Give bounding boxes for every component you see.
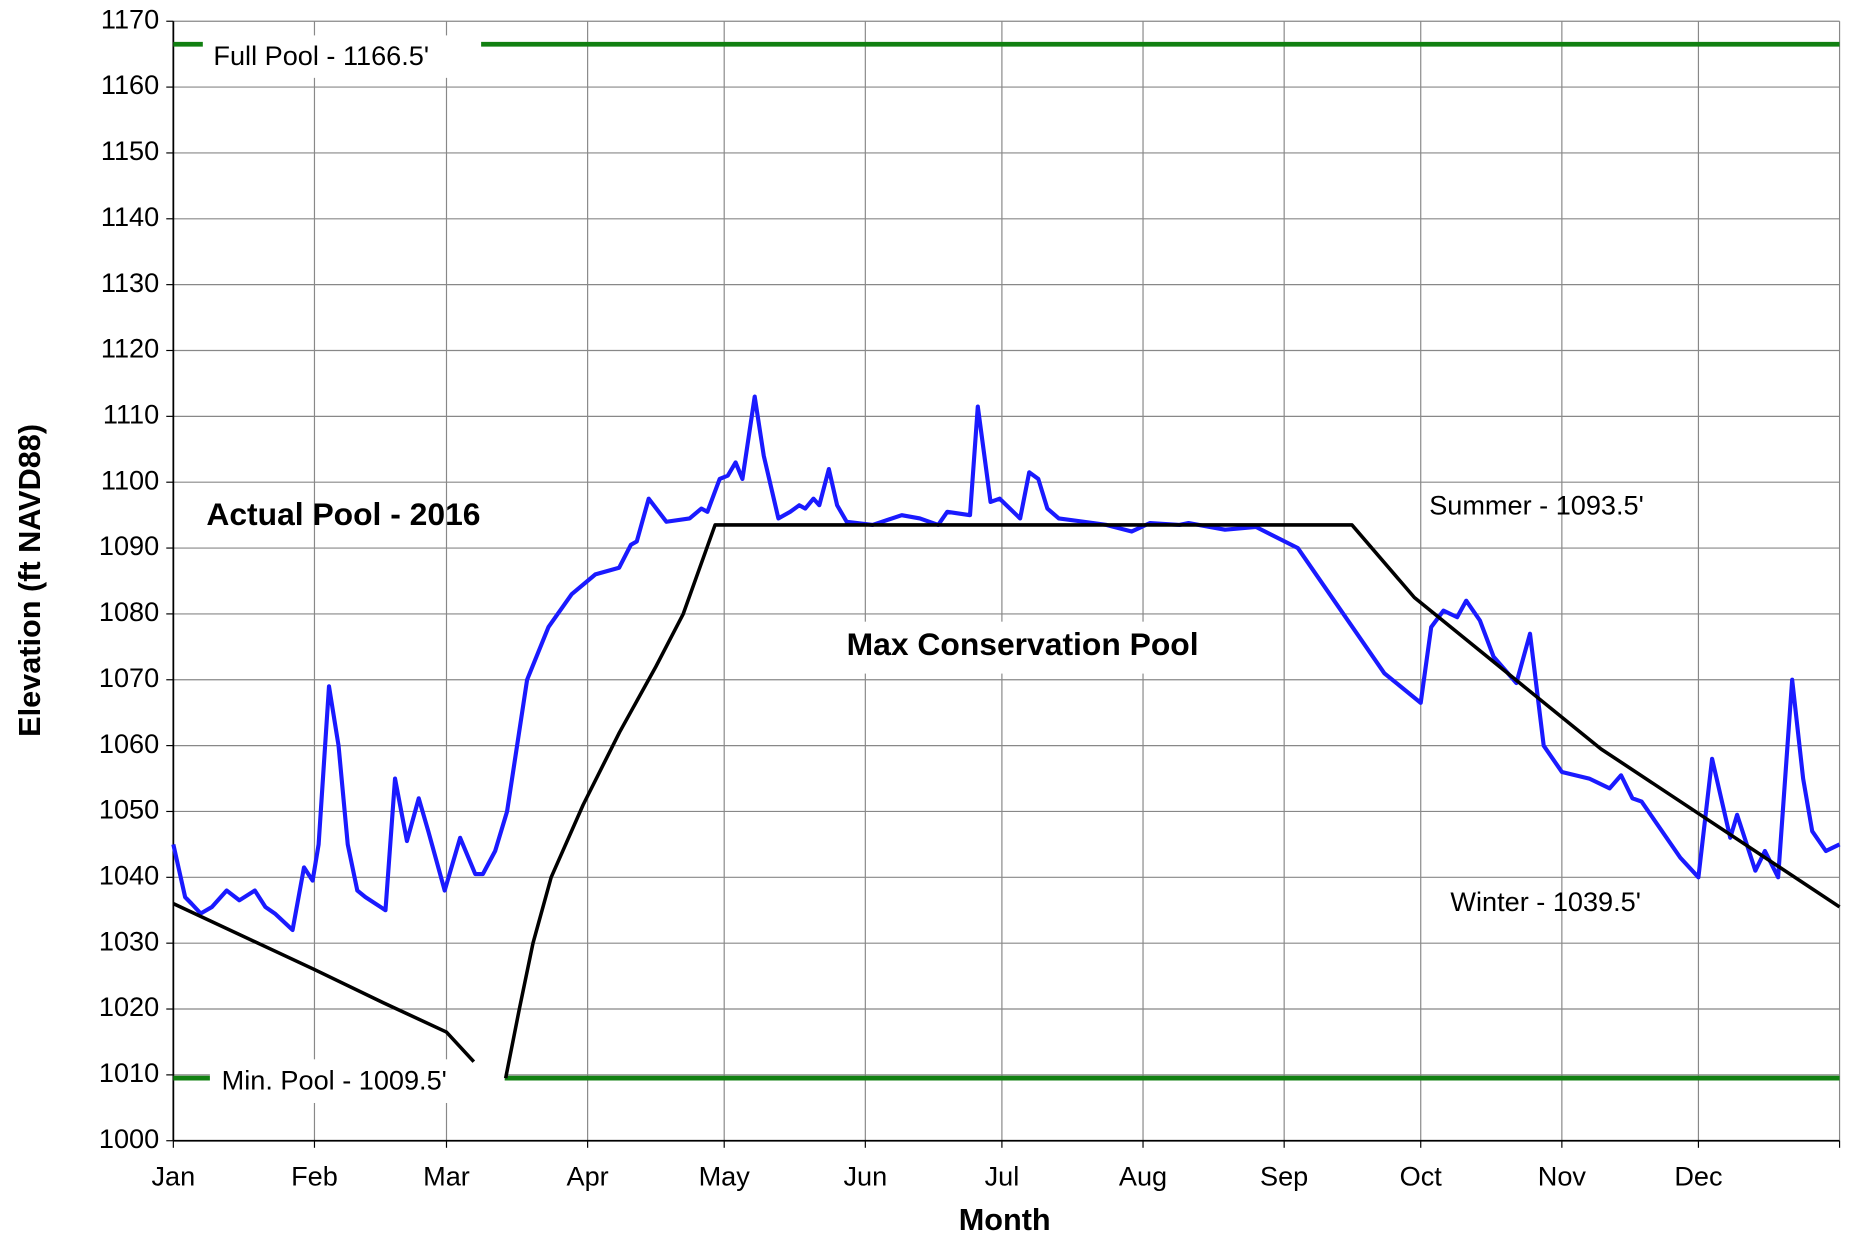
x-tick-label: Aug [1119,1161,1167,1192]
annotation: Winter - 1039.5' [1450,886,1640,917]
y-tick-label: 1150 [101,135,159,166]
x-tick-label: Jan [151,1161,195,1192]
label-background [837,621,1268,674]
x-tick-label: Oct [1400,1161,1443,1192]
x-tick-label: Mar [423,1161,470,1192]
y-tick-label: 1170 [101,3,159,34]
series-label: Actual Pool - 2016 [206,496,480,532]
x-tick-label: Feb [291,1161,338,1192]
y-tick-label: 1100 [101,464,159,495]
y-tick-label: 1050 [99,794,159,825]
y-tick-label: 1160 [101,69,159,100]
y-tick-label: 1070 [99,662,159,693]
y-tick-label: 1000 [99,1123,159,1154]
y-tick-label: 1040 [99,859,159,890]
y-tick-label: 1010 [99,1057,159,1088]
y-tick-label: 1030 [99,925,159,956]
y-tick-label: 1020 [99,991,159,1022]
series-label: Max Conservation Pool [847,626,1199,662]
y-tick-label: 1140 [101,201,159,232]
y-tick-label: 1090 [99,530,159,561]
y-tick-label: 1060 [99,728,159,759]
y-tick-label: 1120 [101,333,159,364]
x-tick-label: Dec [1674,1161,1722,1192]
reference-label: Full Pool - 1166.5' [213,40,429,71]
x-tick-label: Jul [985,1161,1020,1192]
y-tick-label: 1110 [103,399,159,430]
x-tick-label: Sep [1260,1161,1308,1192]
reference-label: Min. Pool - 1009.5' [222,1064,447,1095]
x-axis-label: Month [959,1203,1051,1237]
y-tick-label: 1130 [101,267,159,298]
label-background [202,35,482,78]
x-tick-label: May [699,1161,751,1192]
x-tick-label: Jun [843,1161,887,1192]
label-background [209,1059,505,1103]
series-line [172,523,1841,1079]
x-tick-label: Apr [567,1161,609,1192]
y-axis-label: Elevation (ft NAVD88) [13,424,47,737]
x-tick-label: Nov [1538,1161,1587,1192]
y-tick-label: 1080 [99,596,159,627]
series-line [171,394,1841,933]
annotation: Summer - 1093.5' [1429,489,1644,520]
